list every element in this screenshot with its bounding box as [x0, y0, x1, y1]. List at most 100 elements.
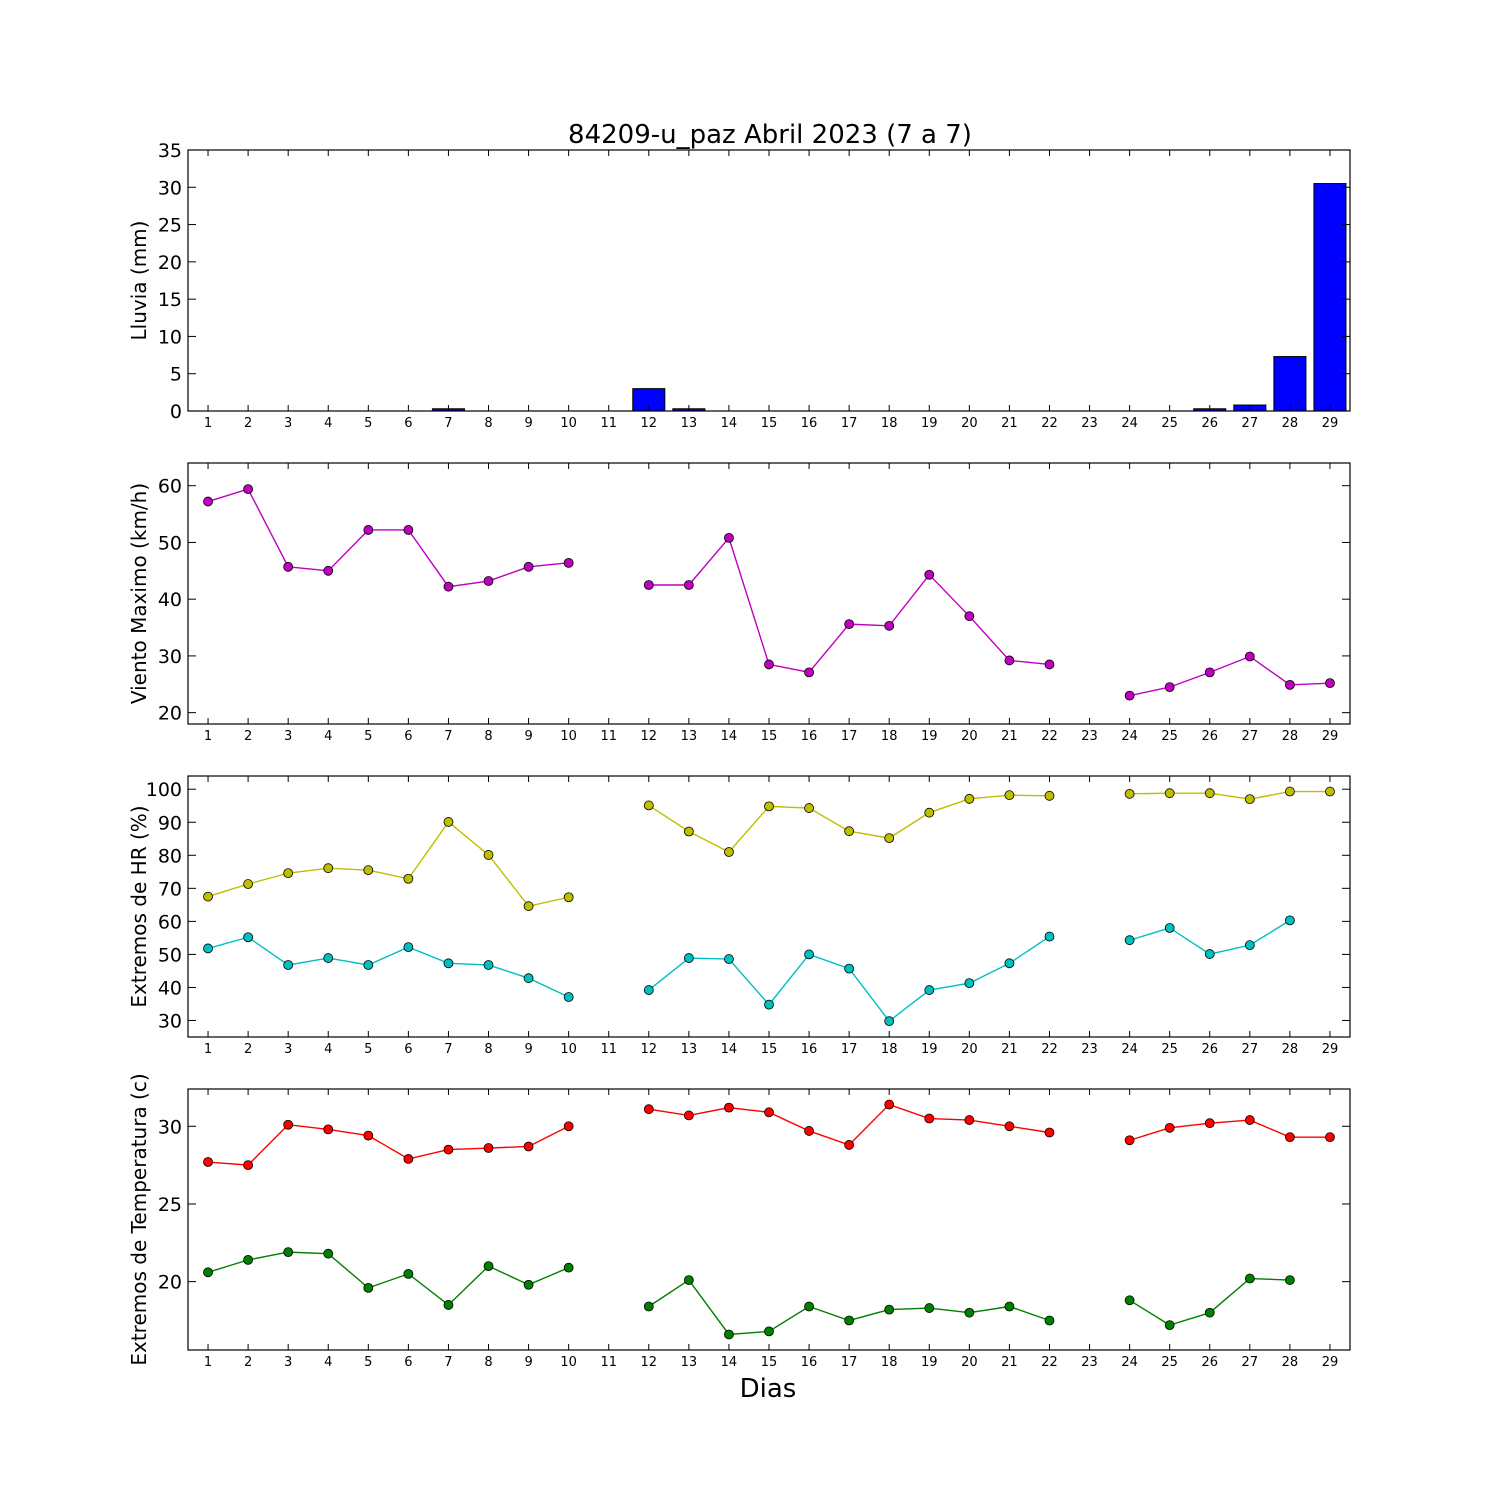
x-tick-label: 25 [1161, 729, 1178, 744]
data-point [804, 1126, 814, 1136]
x-tick-label: 28 [1282, 1042, 1299, 1057]
x-tick-label: 12 [641, 1355, 658, 1370]
data-point [1124, 935, 1135, 946]
x-tick-label: 13 [681, 416, 698, 431]
series-line [207, 1123, 569, 1166]
y-tick-label: 40 [158, 589, 182, 611]
x-tick-label: 19 [921, 416, 938, 431]
data-point [483, 850, 494, 860]
data-point [483, 1261, 494, 1272]
data-point [323, 953, 334, 963]
data-point [563, 1121, 574, 1132]
series-1 [203, 484, 1335, 701]
data-point [403, 942, 414, 953]
series-line [648, 1103, 1050, 1146]
data-point [724, 1329, 734, 1340]
x-tick-label: 15 [761, 416, 778, 431]
data-point [884, 833, 895, 844]
data-point [924, 985, 935, 995]
data-point [363, 525, 374, 535]
data-point [203, 891, 213, 902]
x-tick-label: 22 [1041, 729, 1058, 744]
data-point [563, 892, 574, 903]
x-tick-label: 5 [364, 416, 372, 431]
data-point [323, 863, 334, 874]
x-tick-label: 9 [524, 1355, 532, 1370]
data-point [563, 557, 574, 568]
series-line [207, 488, 569, 588]
x-tick-label: 22 [1041, 416, 1058, 431]
x-tick-label: 10 [560, 1042, 577, 1057]
figure-title: 84209-u_paz Abril 2023 (7 a 7) [568, 120, 972, 150]
data-point [964, 1115, 975, 1125]
data-point [363, 865, 374, 876]
data-point [403, 1154, 414, 1164]
data-point [443, 1300, 454, 1310]
data-point [683, 1110, 694, 1121]
data-point [844, 1315, 855, 1326]
data-point [203, 496, 213, 507]
data-point [483, 1143, 494, 1153]
data-point [203, 943, 213, 954]
x-tick-label: 21 [1001, 1042, 1018, 1057]
series-line [1129, 919, 1291, 955]
x-tick-label: 7 [444, 416, 452, 431]
series-line [648, 794, 1050, 853]
x-tick-label: 21 [1001, 1355, 1018, 1370]
x-tick-label: 24 [1121, 729, 1138, 744]
data-point [683, 580, 694, 590]
x-tick-label: 26 [1201, 1355, 1218, 1370]
y-tick-label: 25 [158, 1194, 182, 1216]
data-point [403, 525, 414, 535]
data-point [1044, 1127, 1055, 1138]
x-tick-label: 26 [1201, 1042, 1218, 1057]
x-tick-label: 25 [1161, 1355, 1178, 1370]
x-tick-label: 1 [204, 729, 212, 744]
data-point [724, 954, 734, 964]
y-tick-label: 0 [170, 401, 182, 423]
x-tick-label: 17 [841, 1355, 858, 1370]
data-point [1164, 682, 1175, 693]
x-tick-label: 3 [284, 1355, 292, 1370]
x-tick-label: 11 [600, 416, 617, 431]
data-point [1164, 923, 1175, 933]
series-line [1129, 1119, 1330, 1141]
x-tick-label: 26 [1201, 729, 1218, 744]
series-line [648, 935, 1050, 1023]
x-tick-label: 6 [404, 416, 412, 431]
data-point [764, 999, 774, 1010]
x-tick-label: 20 [961, 416, 978, 431]
series-1 [203, 786, 1335, 912]
y-axis-label: Viento Maximo (km/h) [127, 483, 151, 704]
x-tick-label: 19 [921, 1042, 938, 1057]
data-point [1004, 1301, 1015, 1312]
data-point [643, 985, 654, 995]
data-point [323, 565, 334, 576]
y-tick-label: 35 [158, 140, 182, 162]
x-tick-label: 2 [244, 1355, 252, 1370]
data-point [1004, 655, 1015, 666]
data-point [884, 620, 895, 631]
x-tick-label: 12 [641, 729, 658, 744]
y-tick-label: 70 [158, 878, 182, 900]
x-tick-label: 18 [881, 1355, 898, 1370]
x-tick-label: 24 [1121, 1042, 1138, 1057]
x-tick-label: 24 [1121, 1355, 1138, 1370]
x-tick-label: 9 [524, 1042, 532, 1057]
y-tick-label: 30 [158, 1116, 182, 1138]
series-line [207, 936, 569, 998]
data-point [1244, 651, 1255, 662]
x-tick-label: 3 [284, 416, 292, 431]
data-point [643, 1301, 654, 1312]
x-tick-label: 11 [600, 1355, 617, 1370]
data-point [1244, 1115, 1255, 1125]
data-point [1164, 788, 1175, 799]
x-tick-label: 22 [1041, 1355, 1058, 1370]
x-tick-label: 17 [841, 416, 858, 431]
data-point [1124, 1295, 1135, 1306]
x-tick-label: 21 [1001, 416, 1018, 431]
